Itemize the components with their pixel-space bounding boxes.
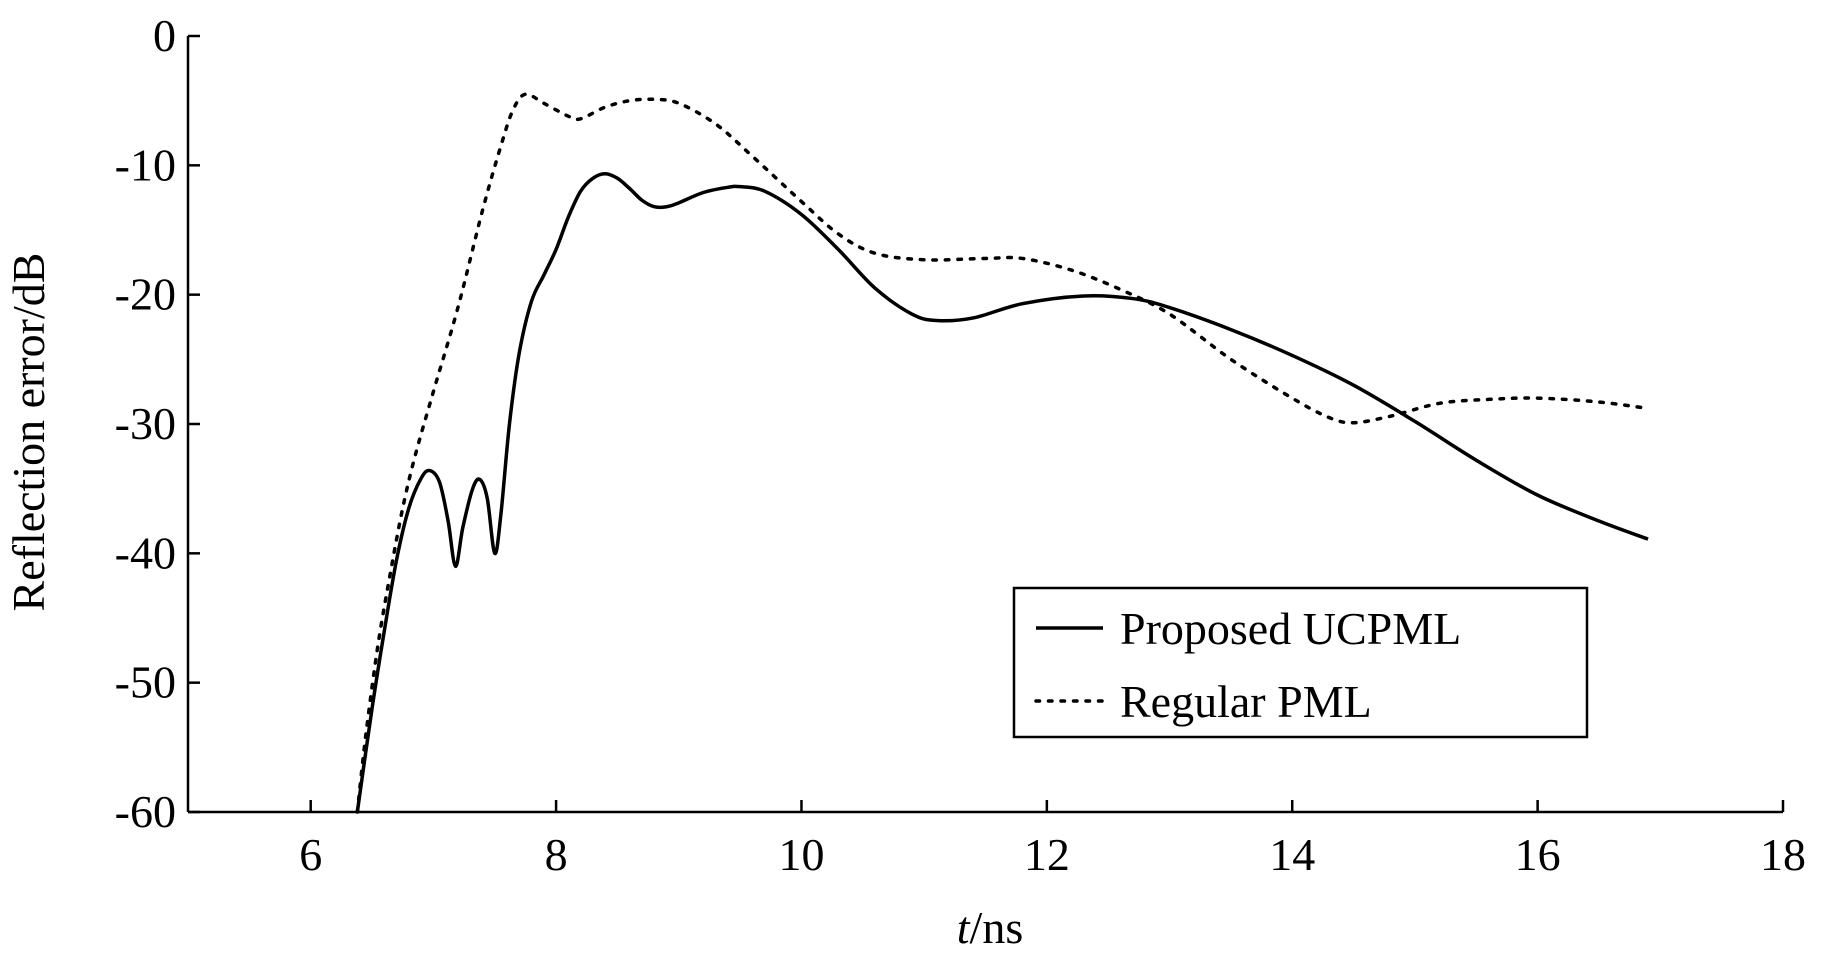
- series-line-proposed-ucpml: [355, 171, 1649, 813]
- axes: 6 8 10 12 14 16 18 0 -10 -20 -30 -40 -50 -60: [115, 10, 1806, 880]
- x-tick-label: 18: [1760, 829, 1806, 880]
- x-tick-label: 6: [299, 829, 322, 880]
- y-axis-title: Reflection error/dB: [3, 253, 54, 612]
- legend-box: [1012, 586, 1589, 739]
- x-tick-label: 8: [545, 829, 568, 880]
- y-tick-label: -50: [115, 657, 176, 708]
- x-tick-label: 12: [1024, 829, 1070, 880]
- y-tick-label: -30: [115, 398, 176, 449]
- legend: Proposed UCPML Regular PML: [1012, 586, 1589, 739]
- x-axis-title-unit: /ns: [970, 902, 1024, 953]
- y-tick-label: -40: [115, 527, 176, 578]
- y-tick-label: -20: [115, 269, 176, 320]
- x-axis-title-symbol: t: [957, 902, 971, 953]
- y-tick-label: -60: [115, 786, 176, 837]
- y-tick-label: -10: [115, 139, 176, 190]
- x-tick-label: 14: [1269, 829, 1315, 880]
- y-tick-label: 0: [153, 10, 176, 61]
- x-tick-label: 16: [1515, 829, 1561, 880]
- series-layer: [355, 92, 1650, 814]
- legend-label-proposed-ucpml: Proposed UCPML: [1120, 603, 1461, 654]
- legend-label-regular-pml: Regular PML: [1120, 676, 1372, 727]
- x-tick-label: 10: [778, 829, 824, 880]
- x-axis-title: t/ns: [957, 902, 1023, 953]
